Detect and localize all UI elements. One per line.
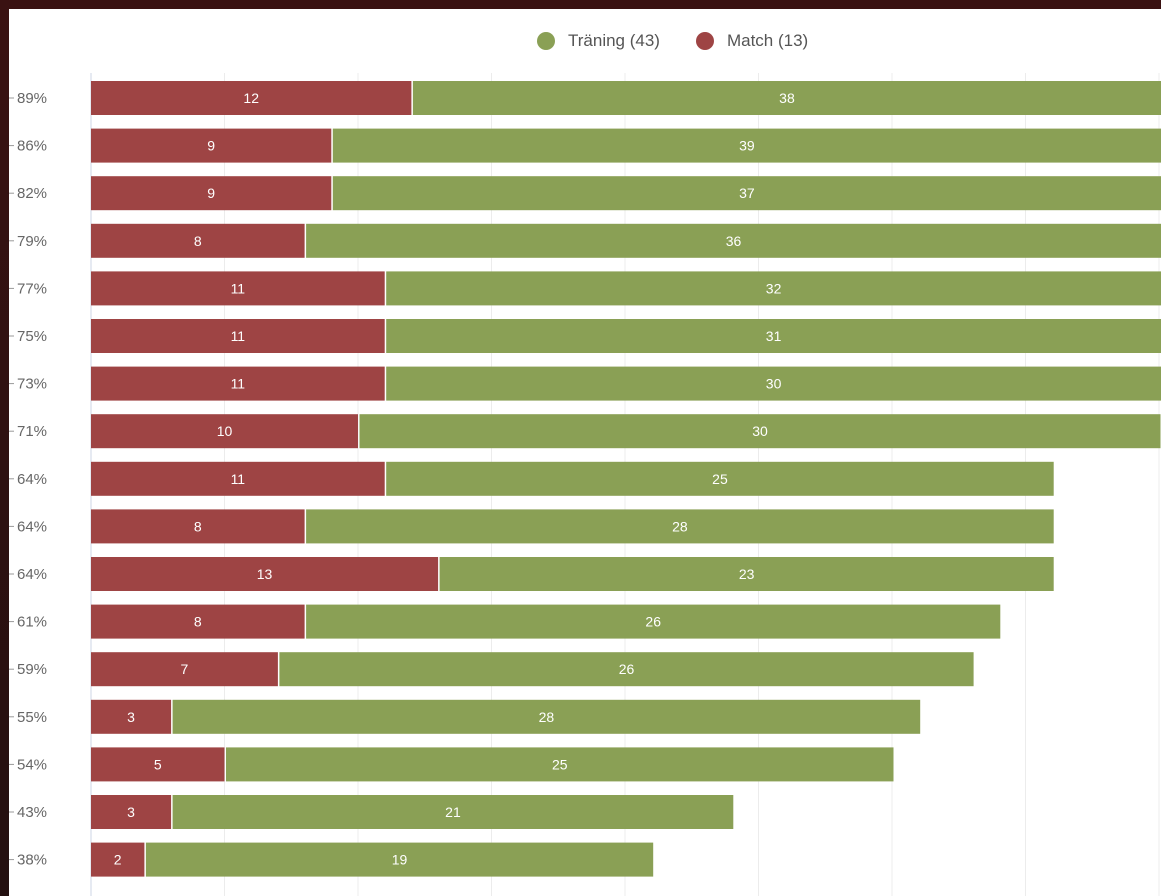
bar-match [91, 366, 385, 401]
bar-match-label: 8 [194, 233, 202, 249]
chart-panel: Träning (43) Match (13) 89% 12 38 86% 9 39 82%… [9, 9, 1161, 896]
bar-match [91, 604, 305, 639]
y-tick-label: 73% [17, 376, 47, 393]
bar-match-label: 11 [231, 471, 246, 487]
y-tick-label: 59% [17, 661, 47, 678]
bar-training-label: 19 [392, 852, 408, 868]
bar-match [91, 795, 172, 829]
bar-match-label: 8 [194, 614, 202, 630]
bar-training-label: 32 [766, 280, 782, 296]
bar-match [91, 699, 172, 734]
bar-match-label: 7 [181, 661, 189, 677]
bar-training [386, 366, 1161, 401]
bar-training [359, 414, 1161, 449]
y-tick-label: 64% [17, 566, 47, 583]
bar-training-label: 36 [726, 233, 742, 249]
bar-training-label: 26 [619, 661, 635, 677]
bar-match [91, 223, 305, 258]
bar-match [91, 319, 385, 353]
bar-training [306, 604, 1001, 639]
legend-item-match[interactable]: Match (13) [695, 31, 809, 51]
bar-match-label: 8 [194, 518, 202, 534]
legend-dot-match-icon [695, 32, 714, 50]
y-tick-label: 75% [17, 328, 47, 345]
bar-training-label: 30 [752, 423, 768, 439]
y-tick-label: 71% [17, 423, 47, 440]
legend-dot-training-icon [537, 32, 555, 50]
bar-training [386, 319, 1161, 353]
bar-match-label: 11 [231, 328, 246, 344]
y-tick-label: 79% [17, 233, 47, 250]
bar-match [91, 414, 358, 449]
bar-match-label: 11 [231, 280, 246, 296]
bar-match-label: 12 [243, 90, 259, 106]
bar-match-label: 13 [257, 566, 273, 582]
bar-match [91, 271, 385, 306]
bar-training [306, 223, 1161, 258]
bar-match-label: 5 [154, 756, 162, 772]
y-tick-label: 43% [17, 804, 47, 821]
bar-match-label: 3 [127, 709, 135, 725]
bar-match-label: 11 [231, 376, 246, 392]
y-tick-label: 54% [17, 756, 47, 773]
bar-training [306, 509, 1054, 544]
bar-match [91, 747, 225, 782]
bar-training [332, 128, 1161, 163]
bar-training [226, 747, 894, 782]
bar-training-label: 31 [766, 328, 782, 344]
bar-match [91, 461, 385, 496]
bar-match [91, 557, 439, 591]
bar-training [386, 461, 1054, 496]
bar-training-label: 26 [645, 614, 661, 630]
bar-training-label: 28 [539, 709, 555, 725]
bar-training [439, 557, 1054, 591]
y-tick-label: 61% [17, 614, 47, 631]
bar-match [91, 509, 305, 544]
y-tick-label: 89% [17, 90, 47, 107]
bar-training [412, 81, 1161, 115]
legend-label-match: Match (13) [726, 31, 809, 50]
y-tick-label: 64% [17, 471, 47, 488]
bar-training [332, 176, 1161, 211]
chart-legend: Träning (43) Match (13) [537, 28, 808, 54]
bar-training-label: 30 [766, 376, 782, 392]
bar-match-label: 2 [114, 852, 122, 868]
bar-training [386, 271, 1161, 306]
bar-match-label: 9 [207, 185, 215, 201]
bar-training-label: 21 [445, 804, 461, 820]
y-tick-label: 55% [17, 709, 47, 726]
bar-match [91, 81, 412, 115]
bar-training [145, 842, 654, 877]
bar-training [172, 699, 921, 734]
bar-match-label: 9 [207, 138, 215, 154]
bar-match-label: 3 [127, 804, 135, 820]
bar-training-label: 37 [739, 185, 755, 201]
y-tick-label: 86% [17, 138, 47, 155]
y-tick-label: 77% [17, 280, 47, 297]
bar-match [91, 176, 332, 211]
y-tick-label: 64% [17, 518, 47, 535]
bar-training [172, 795, 734, 829]
bar-training-label: 23 [739, 566, 755, 582]
bar-training-label: 39 [739, 138, 755, 154]
bar-match [91, 842, 145, 877]
bar-match-label: 10 [217, 423, 233, 439]
bar-training-label: 38 [779, 90, 795, 106]
bar-training-label: 25 [712, 471, 728, 487]
bar-match [91, 128, 332, 163]
y-tick-label: 38% [17, 852, 47, 869]
bar-training-label: 28 [672, 518, 688, 534]
legend-label-training: Träning (43) [568, 31, 660, 50]
bar-training [279, 652, 974, 687]
bar-match [91, 652, 278, 687]
y-tick-label: 82% [17, 185, 47, 202]
bar-training-label: 25 [552, 756, 568, 772]
legend-item-training[interactable]: Träning (43) [537, 31, 660, 51]
